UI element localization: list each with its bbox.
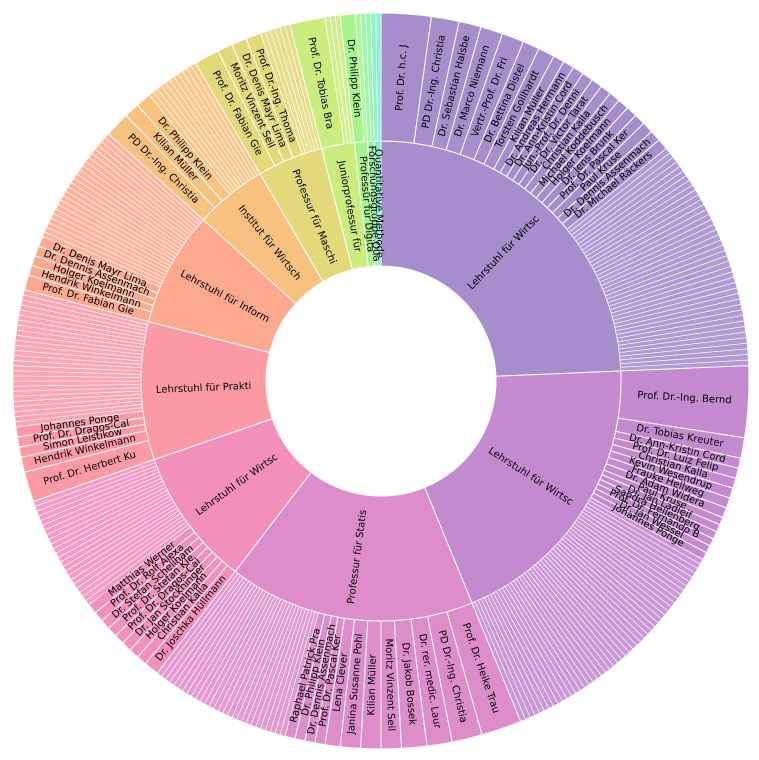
outer-ring	[12, 12, 750, 750]
outer-label-2-5: Kilian Müller	[366, 653, 379, 715]
outer-label-2-4: Moritz Vinzent Seil	[383, 638, 397, 731]
inner-ring	[140, 140, 622, 622]
outer-segment-11-0-1[interactable]	[375, 12, 382, 142]
outer-label-0-0: Prof. Dr. h.c. J	[394, 44, 410, 111]
inner-label-4: Lehrstuhl für Prakti	[156, 381, 252, 396]
outer-label-1-0: Prof. Dr.-Ing. Bernd	[637, 390, 732, 406]
inner-label-11: Quantitative Methode	[372, 149, 385, 258]
inner-label-10: Forschungsgruppe Qua	[366, 145, 382, 261]
